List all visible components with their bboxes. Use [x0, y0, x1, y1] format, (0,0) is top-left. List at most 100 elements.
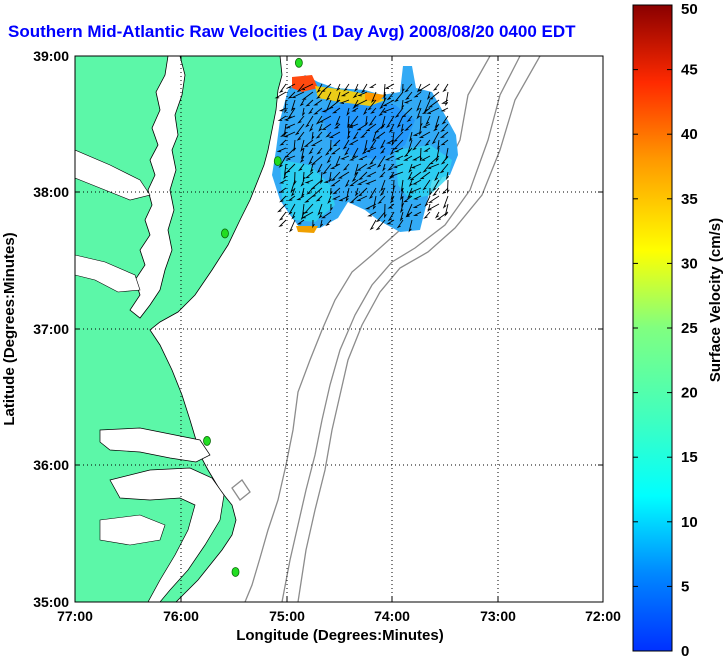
colorbar: 0 5 10 15 20 25 30 35 40 45 50 Surface Velocity (c…	[632, 1, 724, 659]
velocity-vector	[434, 211, 440, 219]
velocity-vector	[305, 115, 314, 128]
velocity-vector	[368, 187, 377, 200]
latitude-tick-labels: 39:00 38:00 37:00 36:00 35:00	[33, 48, 69, 610]
bathymetry-blob	[231, 479, 251, 501]
velocity-vector	[351, 147, 359, 159]
velocity-vector	[421, 123, 431, 128]
velocity-vector	[380, 179, 386, 192]
velocity-vector	[286, 83, 296, 89]
velocity-vector	[301, 187, 305, 198]
velocity-vector	[278, 155, 287, 168]
velocity-vector	[412, 131, 422, 136]
velocity-vector	[387, 203, 395, 209]
velocity-vector	[402, 195, 413, 203]
velocity-vector	[354, 187, 359, 197]
velocity-vector	[393, 147, 404, 153]
velocity-vector	[342, 163, 350, 171]
velocity-vector	[423, 211, 431, 219]
velocity-vector	[339, 99, 350, 104]
velocity-vector	[392, 131, 404, 143]
lat-tick-label: 35:00	[33, 594, 69, 610]
velocity-vector	[429, 187, 432, 197]
velocity-vector	[296, 131, 305, 141]
velocity-vector	[432, 187, 440, 197]
velocity-vector	[349, 179, 359, 187]
velocity-vector	[320, 211, 332, 219]
velocity-vector	[428, 91, 440, 100]
velocity-vector	[283, 171, 287, 180]
velocity-vector	[379, 187, 386, 197]
velocity-vector	[312, 219, 315, 229]
velocity-vector	[327, 195, 332, 205]
velocity-vector	[366, 163, 377, 169]
velocity-vector	[322, 163, 332, 175]
velocity-vector	[431, 131, 440, 145]
velocity-vector	[385, 115, 395, 129]
station-marker	[231, 567, 240, 577]
lon-tick-label: 73:00	[480, 608, 516, 624]
velocity-vector	[285, 155, 296, 160]
colorbar-tick-label: 10	[681, 514, 698, 531]
y-axis-label: Latitude (Degrees:Minutes)	[1, 232, 18, 425]
velocity-vector	[416, 107, 422, 120]
longitude-tick-labels: 77:00 76:00 75:00 74:00 73:00 72:00	[57, 608, 621, 624]
velocity-vector	[384, 203, 387, 219]
lon-tick-label: 77:00	[57, 608, 93, 624]
velocity-vector	[336, 83, 341, 92]
velocity-vector	[379, 99, 386, 110]
velocity-vector	[427, 99, 440, 108]
velocity-vector	[372, 131, 377, 143]
colorbar-ticks: 0 5 10 15 20 25 30 35 40 45 50	[633, 1, 698, 659]
velocity-vector	[296, 195, 305, 201]
velocity-vector	[441, 115, 449, 125]
velocity-vector	[317, 203, 323, 216]
velocity-vector	[348, 139, 359, 145]
velocity-vector	[326, 155, 332, 164]
velocity-vector	[345, 187, 350, 203]
velocity-vector	[423, 147, 431, 152]
bathymetry-contour-2	[281, 56, 521, 602]
velocity-orange-region	[365, 92, 385, 102]
velocity-vector	[386, 91, 395, 101]
velocity-vector	[304, 171, 314, 179]
velocity-vector	[400, 123, 404, 133]
velocity-vector	[379, 147, 386, 154]
velocity-vector	[296, 219, 305, 225]
bathymetry-contour-3	[297, 56, 541, 602]
velocity-vector	[348, 123, 359, 129]
velocity-vector	[440, 155, 449, 165]
velocity-vector	[441, 187, 449, 194]
velocity-vector	[442, 195, 449, 209]
velocity-vector	[408, 163, 413, 174]
velocity-vector	[325, 219, 332, 227]
velocity-vector	[378, 171, 386, 178]
velocity-vector	[349, 195, 359, 204]
velocity-vector	[401, 99, 405, 110]
velocity-vector	[377, 195, 386, 205]
velocity-vector	[384, 155, 395, 161]
velocity-vector	[440, 107, 449, 112]
colorbar-tick-label: 5	[681, 578, 689, 595]
velocity-vector	[370, 91, 377, 104]
velocity-vector	[368, 115, 377, 126]
velocity-vector	[404, 123, 413, 132]
velocity-vector	[278, 219, 287, 228]
velocity-vector	[287, 195, 296, 201]
velocity-vector	[279, 139, 287, 146]
velocity-vector	[366, 171, 377, 177]
velocity-vector	[331, 107, 341, 114]
velocity-vector	[277, 115, 287, 121]
velocity-vector	[301, 107, 306, 117]
colorbar-tick-label: 40	[681, 126, 698, 143]
velocity-vector	[426, 203, 440, 211]
x-axis-label: Longitude (Degrees:Minutes)	[236, 627, 444, 644]
velocity-vector	[316, 147, 323, 155]
velocity-vector	[412, 155, 422, 161]
velocity-vector	[348, 115, 359, 128]
velocity-vector	[426, 91, 431, 101]
velocity-vector	[426, 107, 440, 114]
velocity-vector	[407, 171, 413, 181]
velocity-vector	[290, 187, 296, 197]
pamlico-sound	[109, 467, 225, 602]
